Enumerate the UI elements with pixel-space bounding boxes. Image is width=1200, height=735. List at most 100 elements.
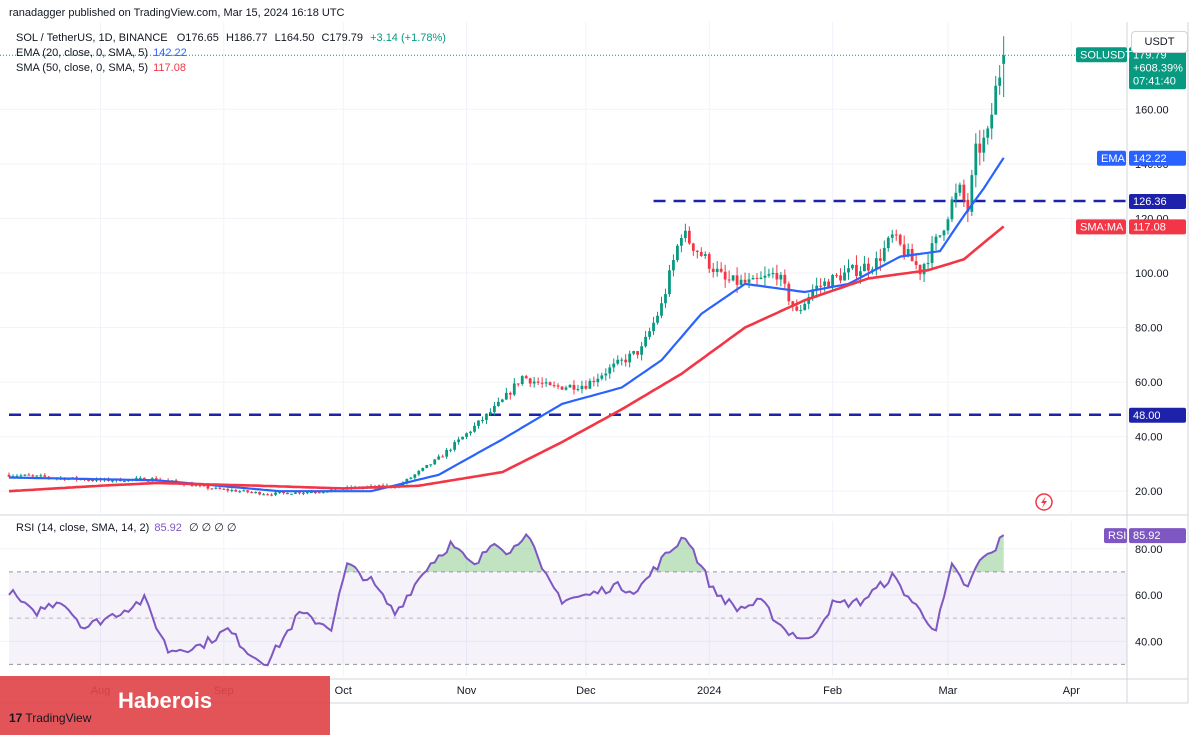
rsi-legend[interactable]: RSI (14, close, SMA, 14, 2) 85.92 ∅ ∅ ∅ …: [16, 521, 236, 534]
indicator-name-tag-text: SMA:MA: [1080, 221, 1124, 233]
candle-body: [743, 279, 747, 283]
rsi-grid: [0, 521, 1127, 676]
candle-body: [429, 464, 433, 466]
price-axis-labels: 179.79+608.39%07:41:40SOLUSDT142.22EMA11…: [1076, 47, 1186, 544]
candle-body: [524, 376, 528, 379]
indicator-name-tag-bg: [1097, 150, 1126, 166]
candle-body: [652, 322, 655, 332]
candle-body: [552, 385, 556, 387]
candle-body: [238, 491, 242, 493]
candle-body: [886, 237, 890, 249]
candle-body: [799, 310, 803, 312]
candle-body: [835, 275, 838, 277]
candle-body: [699, 251, 703, 256]
candle-body: [449, 449, 453, 451]
candle-body: [620, 359, 624, 361]
candle-body: [1002, 55, 1006, 64]
ema-legend-label: EMA (20, close, 0, SMA, 5): [16, 47, 149, 59]
time-tick-label: Dec: [576, 685, 596, 697]
candle-body: [811, 289, 815, 298]
currency-button[interactable]: USDT: [1131, 31, 1188, 53]
horizontal-levels: [9, 199, 1127, 417]
candle-body: [528, 378, 532, 384]
candle-body: [847, 268, 850, 273]
candle-body: [441, 456, 445, 458]
candle-body: [576, 389, 580, 391]
candle-body: [906, 249, 910, 257]
candle-body: [676, 245, 679, 261]
candle-body: [771, 273, 775, 275]
candle-body: [421, 467, 425, 471]
lightning-bolt-icon: [1041, 496, 1047, 508]
candle-body: [902, 244, 906, 257]
candle-body: [520, 376, 524, 384]
candle-body: [636, 351, 640, 355]
candle-body: [194, 485, 198, 487]
candle-body: [660, 303, 663, 316]
candle-body: [270, 494, 273, 496]
candle-body: [898, 234, 902, 245]
candle-body: [548, 382, 552, 386]
ema-legend[interactable]: EMA (20, close, 0, SMA, 5) 142.22: [16, 47, 187, 59]
candle-body: [35, 475, 39, 477]
candle-body: [250, 492, 254, 494]
candle-body: [306, 492, 309, 494]
candle-body: [926, 262, 930, 265]
time-tick-label: Nov: [457, 685, 477, 697]
candle-body: [485, 413, 488, 420]
level-price-label-text: 117.08: [1133, 221, 1166, 233]
candle-body: [465, 433, 468, 437]
candle-body: [843, 272, 846, 281]
candle-body: [309, 492, 313, 494]
price-tick-label: 80.00: [1135, 323, 1163, 335]
rsi-axis-ticks: 40.00 60.00 80.00: [1135, 544, 1163, 649]
candle-body: [890, 234, 894, 238]
candle-body: [656, 315, 659, 323]
candle-body: [564, 387, 568, 390]
tradingview-logo[interactable]: 17 TradingView: [9, 711, 91, 725]
candle-body: [262, 494, 266, 496]
symbol-title: SOL / TetherUS, 1D, BINANCE: [16, 32, 168, 44]
candle-body: [15, 475, 19, 477]
candle-body: [970, 175, 974, 212]
candle-body: [218, 487, 222, 489]
candle-body: [516, 383, 520, 385]
candle-body: [202, 485, 206, 487]
close-value: C179.79: [321, 32, 364, 44]
rsi-legend-extra: ∅ ∅ ∅ ∅: [188, 522, 237, 534]
sma-legend-label: SMA (50, close, 0, SMA, 5): [16, 62, 149, 74]
candle-body: [922, 264, 926, 275]
sma-legend[interactable]: SMA (50, close, 0, SMA, 5) 117.08: [16, 62, 186, 74]
candle-body: [321, 492, 325, 494]
candle-body: [469, 431, 472, 434]
candle-body: [258, 492, 262, 495]
level-price-label-text: 126.36: [1133, 196, 1167, 208]
candle-body: [628, 353, 632, 363]
candle-body: [134, 478, 138, 480]
rsi-current-label-bg: [1129, 528, 1186, 544]
candle-body: [878, 258, 882, 261]
candle-body: [894, 234, 898, 236]
candle-body: [222, 488, 226, 490]
candle-body: [882, 248, 886, 261]
time-tick-label: 2024: [697, 685, 721, 697]
candle-body: [648, 331, 651, 337]
candle-body: [974, 143, 978, 176]
candle-body: [747, 279, 751, 283]
level-price-label-bg: [1129, 407, 1186, 423]
candle-body: [27, 474, 31, 476]
rsi-tick-label: 60.00: [1135, 590, 1163, 602]
candle-body: [500, 399, 504, 402]
candle-body: [206, 485, 210, 489]
sma-50-line: [8, 225, 1005, 493]
level-price-label-text: 142.22: [1133, 153, 1167, 165]
candle-body: [942, 230, 946, 236]
candle-body: [198, 485, 202, 487]
rsi-name-tag-bg: [1104, 528, 1127, 544]
rsi-name-tag-text: RSI: [1108, 530, 1126, 542]
candle-body: [612, 363, 616, 368]
candle-body: [489, 412, 492, 414]
candle-body: [679, 238, 683, 246]
candle-body: [791, 301, 795, 307]
candle-body: [819, 285, 823, 287]
